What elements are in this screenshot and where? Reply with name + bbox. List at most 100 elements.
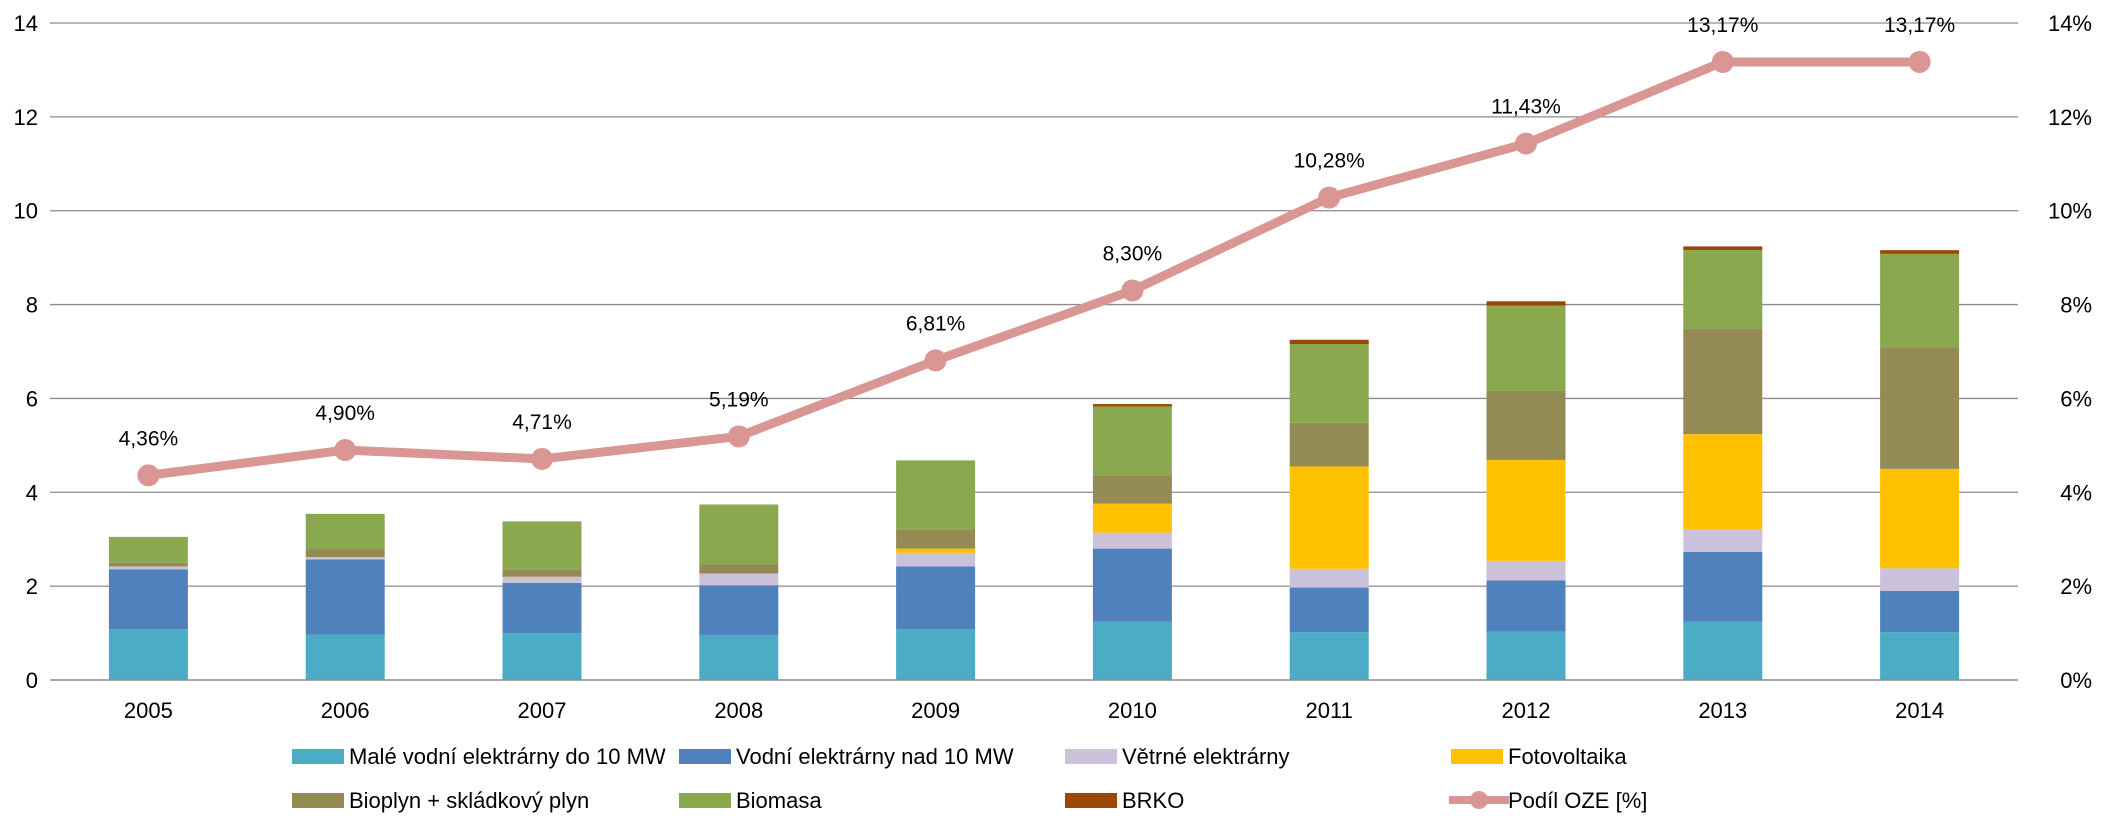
- bar-segment: [896, 629, 976, 680]
- y-axis-ticks: 0 2 4 6 8 10 12 14: [14, 11, 38, 693]
- y-tick-label: 6: [26, 386, 38, 411]
- bar-segment: [108, 562, 188, 567]
- bar-segment: [1683, 529, 1763, 552]
- legend-label: Vodní elektrárny nad 10 MW: [736, 744, 1014, 769]
- bar-segment: [305, 513, 385, 550]
- y2-tick-label: 8%: [2060, 293, 2092, 318]
- y-tick-label: 2: [26, 574, 38, 599]
- bar-segment: [108, 566, 188, 570]
- data-label: 13,17%: [1687, 14, 1758, 37]
- legend-swatch: [292, 793, 344, 808]
- bar-segment: [1880, 468, 1960, 569]
- bar-segment: [896, 529, 976, 549]
- bar-segment: [502, 569, 582, 577]
- bar-segment: [896, 566, 976, 630]
- share-point: [1121, 279, 1144, 302]
- bar-segment: [699, 504, 779, 565]
- y-tick-label: 4: [26, 480, 38, 505]
- legend-swatch: [1451, 749, 1503, 764]
- legend-label: Podíl OZE [%]: [1508, 788, 1647, 813]
- bar-segment: [1486, 560, 1566, 581]
- legend-swatch: [679, 749, 731, 764]
- bar-segment: [502, 582, 582, 634]
- gridlines: [50, 22, 2018, 587]
- bar-segment: [896, 552, 976, 567]
- bar-segment: [502, 633, 582, 680]
- bar-segment: [1289, 339, 1369, 344]
- share-point: [137, 464, 160, 487]
- bar-segment: [699, 564, 779, 574]
- data-label: 5,19%: [709, 388, 769, 411]
- bar-segment: [1289, 587, 1369, 633]
- bar-segment: [502, 576, 582, 583]
- share-point: [531, 447, 553, 470]
- bar-segment: [108, 569, 188, 630]
- bar-segment: [896, 460, 976, 530]
- x-tick-label: 2014: [1895, 698, 1944, 723]
- bar-segment: [1486, 301, 1566, 306]
- y2-axis-ticks: 0% 2% 4% 6% 8% 10% 12% 14%: [2048, 11, 2092, 693]
- y2-tick-label: 10%: [2048, 199, 2092, 224]
- y2-tick-label: 12%: [2048, 105, 2092, 130]
- bar-segment: [699, 573, 779, 586]
- data-label: 4,90%: [315, 402, 375, 425]
- x-tick-label: 2009: [911, 698, 960, 723]
- bar-segment: [1092, 475, 1172, 504]
- data-label: 6,81%: [906, 312, 966, 335]
- bar-segment: [1092, 532, 1172, 549]
- bar-segment: [1486, 459, 1566, 561]
- bar-segment: [896, 548, 976, 553]
- bar-segment: [1486, 631, 1566, 680]
- share-point: [727, 425, 750, 448]
- bar-segment: [1880, 253, 1960, 348]
- legend-swatch: [1065, 793, 1117, 808]
- data-label: 10,28%: [1294, 150, 1365, 173]
- bar-segment: [305, 557, 385, 560]
- bar-segment: [1683, 434, 1763, 530]
- share-line: 4,36% 4,90% 4,71% 5,19% 6,81% 8,30% 10,28% 11,4…: [119, 14, 1955, 487]
- bar-segment: [1289, 466, 1369, 569]
- legend-swatch: [679, 793, 731, 808]
- bar-segment: [1092, 548, 1172, 622]
- x-tick-label: 2008: [714, 698, 763, 723]
- data-label: 11,43%: [1491, 96, 1561, 119]
- legend-label: Biomasa: [736, 788, 822, 813]
- bar-segment: [1486, 580, 1566, 632]
- share-point: [1515, 132, 1537, 155]
- legend-label: BRKO: [1122, 788, 1184, 813]
- bar-segment: [1880, 347, 1960, 469]
- bar-segment: [305, 549, 385, 558]
- bar-segment: [1683, 328, 1763, 435]
- legend-swatch: [292, 749, 344, 764]
- x-tick-label: 2010: [1108, 698, 1157, 723]
- y-tick-label: 0: [26, 668, 38, 693]
- bar-segment: [1880, 568, 1960, 591]
- legend-swatch: [1065, 749, 1117, 764]
- y-tick-label: 8: [26, 293, 38, 318]
- y-tick-label: 14: [14, 11, 38, 36]
- y-tick-label: 12: [14, 105, 38, 130]
- bar-segment: [1683, 250, 1763, 329]
- bar-segment: [1289, 422, 1369, 467]
- bar-segment: [1289, 568, 1369, 588]
- bar-segment: [1289, 343, 1369, 423]
- share-point: [1711, 50, 1734, 73]
- y2-tick-label: 2%: [2060, 574, 2092, 599]
- bar-segment: [1092, 621, 1172, 680]
- bar-segment: [1683, 551, 1763, 622]
- legend-label: Fotovoltaika: [1508, 744, 1627, 769]
- legend: Malé vodní elektrárny do 10 MW Vodní elek…: [292, 744, 1647, 813]
- bar-segment: [1289, 632, 1369, 680]
- legend-marker: [1470, 791, 1488, 809]
- data-label: 4,71%: [512, 411, 572, 434]
- y-tick-label: 10: [14, 199, 38, 224]
- bar-segment: [502, 521, 582, 570]
- bar-segment: [1683, 621, 1763, 680]
- bar-segment: [699, 634, 779, 680]
- legend-label: Bioplyn + skládkový plyn: [349, 788, 589, 813]
- y2-tick-label: 6%: [2060, 386, 2092, 411]
- x-tick-label: 2013: [1698, 698, 1747, 723]
- x-tick-label: 2011: [1306, 698, 1353, 723]
- x-tick-label: 2005: [124, 698, 173, 723]
